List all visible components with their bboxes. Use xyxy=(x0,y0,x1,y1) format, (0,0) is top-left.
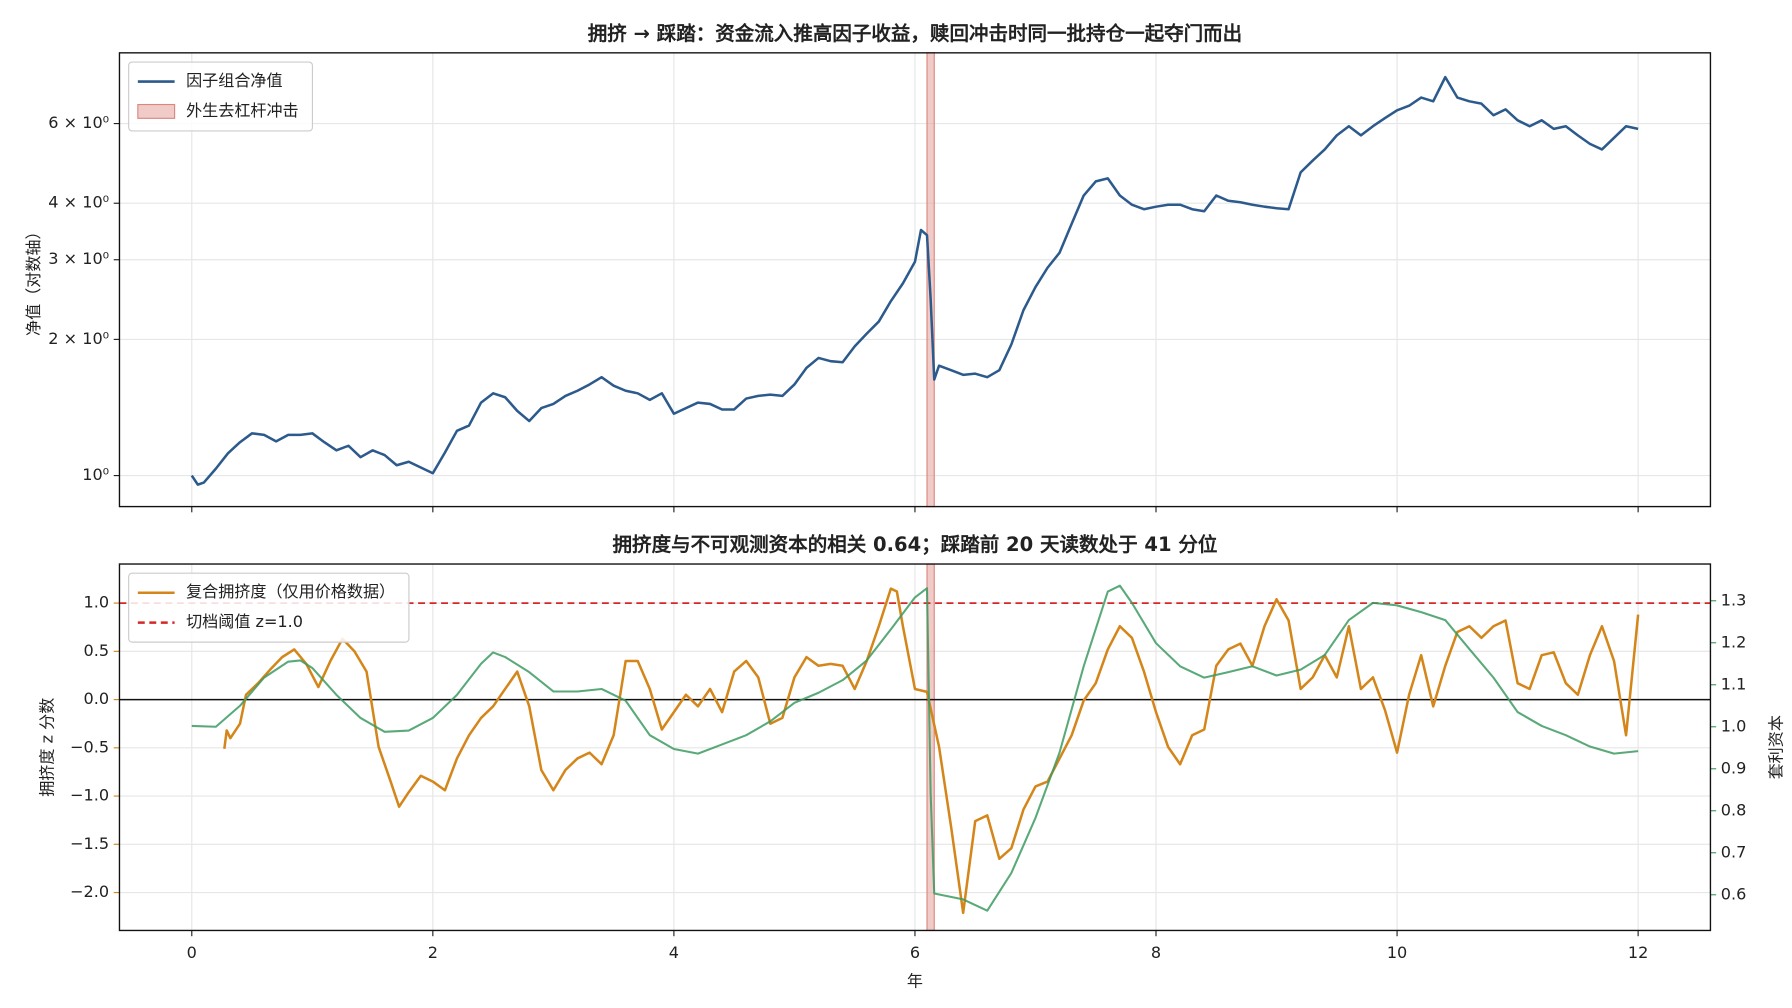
y2-tick-label: 0.8 xyxy=(1721,800,1747,819)
chart-title: 拥挤 → 踩踏：资金流入推高因子收益，赎回冲击时同一批持仓一起夺门而出 xyxy=(588,22,1242,45)
legend-label: 外生去杠杆冲击 xyxy=(186,101,299,120)
y-tick-label: 0.5 xyxy=(84,641,110,660)
y-tick-label: −0.5 xyxy=(70,737,109,756)
x-tick-label: 6 xyxy=(910,943,920,962)
series-line xyxy=(223,587,1640,915)
x-tick-label: 8 xyxy=(1151,943,1161,962)
x-tick-label: 2 xyxy=(428,943,438,962)
y-axis-label: 净值（对数轴） xyxy=(24,223,43,336)
y2-tick-label: 0.7 xyxy=(1721,842,1747,861)
legend-label: 切档阈值 z=1.0 xyxy=(186,612,303,631)
legend: 复合拥挤度（仅用价格数据） 切档阈值 z=1.0 xyxy=(128,572,410,643)
y-axis-label: 拥挤度 z 分数 xyxy=(38,698,57,797)
y-tick-label: 0.0 xyxy=(84,689,110,708)
y2-tick-label: 1.0 xyxy=(1721,716,1747,735)
x-tick-label: 0 xyxy=(187,943,197,962)
y2-axis-label: 套利资本 xyxy=(1767,715,1786,779)
y-tick-label: 4 × 10⁰ xyxy=(48,193,109,212)
chart-title: 拥挤度与不可观测资本的相关 0.64；踩踏前 20 天读数处于 41 分位 xyxy=(613,533,1218,556)
legend-label: 复合拥挤度（仅用价格数据） xyxy=(186,582,395,601)
x-tick-label: 4 xyxy=(669,943,679,962)
legend-label: 因子组合净值 xyxy=(186,71,282,90)
legend-box xyxy=(128,572,410,643)
y-tick-label: −1.5 xyxy=(70,834,109,853)
x-tick-label: 10 xyxy=(1387,943,1407,962)
series-line xyxy=(191,584,1639,912)
x-axis-label: 年 xyxy=(907,972,923,991)
axes-frame xyxy=(118,563,1712,932)
y-tick-label: 1.0 xyxy=(84,593,110,612)
y2-tick-label: 1.3 xyxy=(1721,590,1747,609)
y-tick-label: 2 × 10⁰ xyxy=(48,329,109,348)
y-tick-label: 3 × 10⁰ xyxy=(48,249,109,268)
y-tick-label: 10⁰ xyxy=(82,465,109,484)
y-tick-label: −1.0 xyxy=(70,786,109,805)
y-tick-label: −2.0 xyxy=(70,882,109,901)
series-line xyxy=(190,75,1639,486)
y2-tick-label: 1.1 xyxy=(1721,674,1747,693)
axes-frame xyxy=(118,52,1712,508)
y-tick-label: 6 × 10⁰ xyxy=(48,113,109,132)
x-tick-label: 12 xyxy=(1628,943,1648,962)
y2-tick-label: 1.2 xyxy=(1721,632,1747,651)
y2-tick-label: 0.6 xyxy=(1721,884,1747,903)
y2-tick-label: 0.9 xyxy=(1721,758,1747,777)
legend-swatch xyxy=(137,103,176,119)
